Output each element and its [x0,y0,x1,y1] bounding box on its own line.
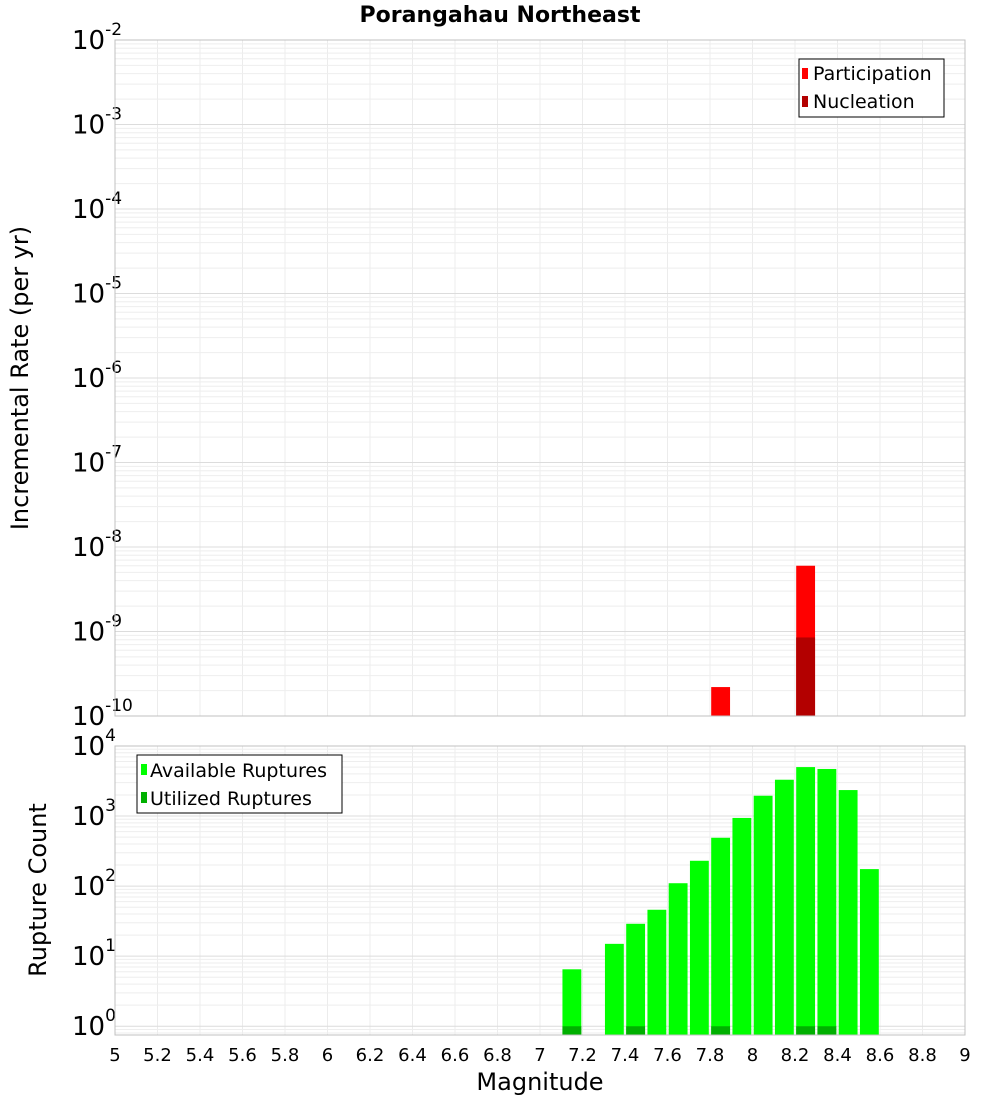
top-plot-legend: Participation Nucleation [798,58,945,118]
top-ytick-label: 10-6 [72,358,122,394]
chart-title: Porangahau Northeast [360,3,641,28]
top-ytick-label: 10-8 [72,527,122,563]
bar-available-ruptures-m7_55 [647,909,667,1035]
bar-nucleation-m8_25 [796,637,816,716]
xtick-label: 8 [747,1045,758,1066]
legend-swatch-utilized-ruptures [141,792,147,803]
bar-available-ruptures-m7_75 [689,860,709,1035]
bar-available-ruptures-m8_05 [753,795,773,1035]
bar-available-ruptures-m7_45 [626,923,646,1035]
bar-available-ruptures-m8_25 [796,767,816,1035]
xtick-label: 6.8 [483,1045,512,1066]
bar-utilized-ruptures-m7_45 [626,1026,646,1035]
top-ytick-label: 10-3 [72,105,122,141]
xtick-label: 5.4 [186,1045,215,1066]
xtick-label: 7.4 [611,1045,640,1066]
xtick-label: 6 [322,1045,333,1066]
bottom-ytick-label: 104 [72,726,116,762]
top-ytick-label: 10-10 [72,696,133,732]
top-plot-grid [114,39,966,717]
legend-label-available-ruptures: Available Ruptures [150,760,327,782]
top-plot-ytick-labels: 10-10 10-9 10-8 10-7 10-6 10-5 10-4 10-3 10-2 [72,20,133,732]
bar-utilized-ruptures-m7_15 [562,1026,582,1035]
bar-available-ruptures-m8_15 [774,779,794,1035]
bottom-plot: 100 101 102 103 104 5 5.2 5.4 5.6 5.8 6 6.2 6.4 6.6 6… [24,726,971,1096]
xtick-label: 7.2 [568,1045,597,1066]
bar-utilized-ruptures-m7_85 [711,1026,731,1035]
legend-swatch-available-ruptures [141,764,147,775]
bar-available-ruptures-m8_45 [838,790,858,1035]
top-plot-bars [711,565,816,716]
xtick-label: 8.8 [908,1045,937,1066]
bar-available-ruptures-m8_55 [859,869,879,1035]
bottom-plot-ylabel: Rupture Count [24,803,52,977]
x-axis-tick-labels: 5 5.2 5.4 5.6 5.8 6 6.2 6.4 6.6 6.8 7 7.2 7.4 7.6 7.8 8… [109,1045,970,1066]
top-ytick-label: 10-7 [72,443,122,479]
bar-available-ruptures-m7_95 [732,817,752,1035]
legend-swatch-participation [802,68,808,79]
xtick-label: 6.2 [356,1045,385,1066]
bar-available-ruptures-m7_65 [668,883,688,1035]
bar-participation-m7_85 [711,687,731,716]
legend-swatch-nucleation [802,96,808,107]
legend-label-participation: Participation [813,63,932,85]
bottom-ytick-label: 102 [72,866,116,902]
bottom-ytick-label: 101 [72,936,116,972]
bottom-plot-legend: Available Ruptures Utilized Ruptures [136,754,343,814]
top-ytick-label: 10-2 [72,20,122,56]
xtick-label: 8.6 [866,1045,895,1066]
top-ytick-label: 10-9 [72,612,122,648]
bottom-ytick-label: 100 [72,1006,116,1042]
legend-label-nucleation: Nucleation [813,91,915,113]
xtick-label: 7.6 [653,1045,682,1066]
bar-utilized-ruptures-m8_25 [796,1026,816,1035]
xtick-label: 8.4 [823,1045,852,1066]
xtick-label: 5 [109,1045,120,1066]
top-plot: 10-10 10-9 10-8 10-7 10-6 10-5 10-4 10-3 10-2 In… [6,20,966,732]
xtick-label: 6.4 [398,1045,427,1066]
xtick-label: 5.2 [143,1045,172,1066]
xtick-label: 7 [534,1045,545,1066]
xtick-label: 7.8 [696,1045,725,1066]
xtick-label: 6.6 [441,1045,470,1066]
xtick-label: 5.8 [271,1045,300,1066]
xtick-label: 5.6 [228,1045,257,1066]
bar-utilized-ruptures-m8_35 [817,1026,837,1035]
bottom-plot-bars [562,767,879,1035]
xtick-label: 9 [959,1045,970,1066]
bar-available-ruptures-m7_35 [604,943,624,1035]
xtick-label: 8.2 [781,1045,810,1066]
bottom-plot-ytick-labels: 100 101 102 103 104 [72,726,116,1042]
legend-label-utilized-ruptures: Utilized Ruptures [150,788,312,810]
bar-available-ruptures-m8_35 [817,768,837,1035]
bottom-ytick-label: 103 [72,796,116,832]
bar-available-ruptures-m7_15 [562,969,582,1035]
top-ytick-label: 10-4 [72,189,122,225]
top-plot-ylabel: Incremental Rate (per yr) [6,226,34,530]
bar-available-ruptures-m7_85 [711,837,731,1035]
x-axis-label: Magnitude [476,1068,603,1096]
top-ytick-label: 10-5 [72,274,122,310]
